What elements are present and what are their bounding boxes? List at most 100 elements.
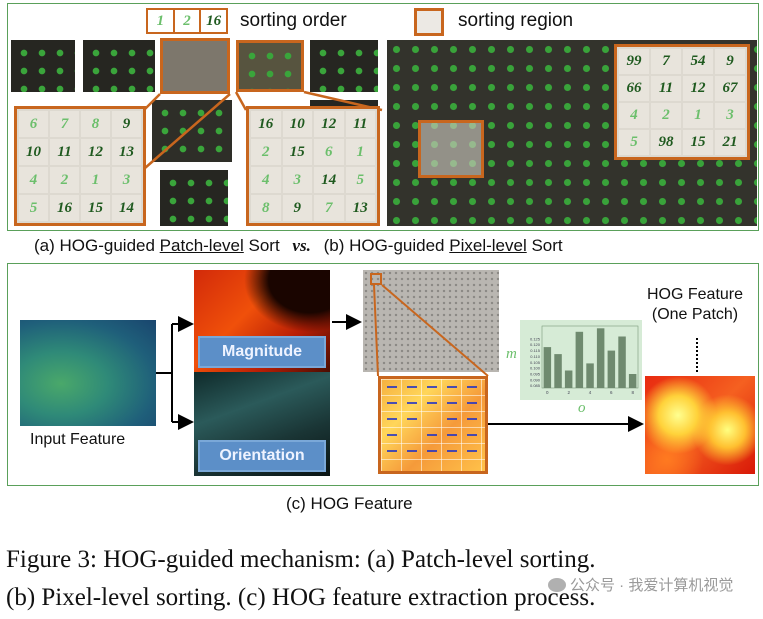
caption-a-suffix: Sort [243, 236, 280, 255]
grid-cell: 4 [619, 103, 649, 128]
grid-cell: 2 [651, 103, 681, 128]
subcaption-c: (c) HOG Feature [286, 494, 413, 513]
grid-cell: 16 [251, 111, 281, 137]
grid-cell: 4 [19, 167, 48, 193]
grid-cell: 1 [683, 103, 713, 128]
grid-cell: 3 [715, 103, 745, 128]
grid-cell: 7 [651, 49, 681, 74]
grid-cell: 8 [81, 111, 110, 137]
grid-cell: 11 [651, 76, 681, 101]
wechat-icon [548, 577, 566, 592]
legend-order-number: 16 [206, 13, 222, 29]
grid-cell: 67 [715, 76, 745, 101]
caption-a-underlined: Patch-level [159, 236, 244, 255]
grid-cell: 1 [345, 139, 375, 165]
flow-arrows [156, 314, 698, 432]
hog-cell-highlight [370, 273, 382, 285]
pixel-sorting-region [418, 120, 484, 178]
patch-tile [83, 40, 155, 92]
grid-cell: 12 [314, 111, 344, 137]
grid-cell: 5 [345, 167, 375, 193]
legend-order-box: 1 2 16 [146, 8, 228, 34]
patch-tile [160, 170, 228, 226]
legend-region-swatch [414, 8, 444, 36]
hist-axis-o: o [578, 400, 586, 416]
patch-grid-right: 16 10 12 11 2 15 6 1 4 3 14 5 8 9 7 13 [246, 106, 380, 226]
patch-tile [310, 40, 378, 92]
watermark: 公众号 · 我爱计算机视觉 [548, 574, 733, 595]
top-panel [7, 3, 759, 231]
grid-cell: 9 [112, 111, 141, 137]
hist-bar [596, 328, 605, 388]
caption-b-underlined: Pixel-level [449, 236, 527, 255]
figure-caption-line2: (b) Pixel-level sorting. (c) HOG feature… [6, 584, 596, 611]
grid-cell: 10 [282, 111, 312, 137]
legend-order-number: 2 [175, 10, 202, 32]
grid-cell: 2 [50, 167, 79, 193]
hist-xtick-label: 0 [546, 390, 549, 395]
vs-label: vs. [292, 236, 311, 255]
grid-cell: 16 [50, 195, 79, 221]
grid-cell: 6 [314, 139, 344, 165]
hist-xtick-label: 6 [610, 390, 613, 395]
hist-bar [586, 363, 594, 388]
grid-cell: 99 [619, 49, 649, 74]
hist-ytick-label: 0.090 [530, 377, 541, 382]
grid-cell: 15 [683, 130, 713, 155]
hist-xtick-label: 8 [631, 390, 634, 395]
grid-cell: 21 [715, 130, 745, 155]
hist-ytick-label: 0.120 [530, 342, 541, 347]
figure-caption-line1: Figure 3: HOG-guided mechanism: (a) Patc… [6, 546, 596, 573]
caption-b-prefix: (b) HOG-guided [323, 236, 450, 255]
hist-ytick-label: 0.095 [530, 372, 541, 377]
patch-tile [236, 40, 304, 92]
hist-xtick-label: 2 [567, 390, 570, 395]
hist-bar [554, 354, 562, 388]
hist-bar [618, 336, 626, 388]
grid-cell: 15 [81, 195, 110, 221]
grid-cell: 14 [314, 167, 344, 193]
grid-cell: 15 [282, 139, 312, 165]
hist-bar [564, 370, 573, 388]
hist-ytick-label: 0.105 [530, 360, 541, 365]
legend-region-label: sorting region [458, 10, 574, 31]
grid-cell: 8 [251, 195, 281, 221]
hist-axis-m: m [506, 346, 517, 362]
grid-cell: 10 [19, 139, 48, 165]
hist-bar [575, 331, 584, 388]
grid-cell: 13 [112, 139, 141, 165]
grid-cell: 11 [345, 111, 375, 137]
grid-cell: 4 [251, 167, 281, 193]
grid-cell: 12 [81, 139, 110, 165]
hog-feature-title-line2: (One Patch) [651, 306, 739, 323]
histogram-svg: 0.1250.1200.1150.1100.1050.1000.0950.090… [530, 325, 639, 395]
hist-ytick-label: 0.085 [530, 383, 541, 388]
grid-cell: 9 [715, 49, 745, 74]
hist-ytick-label: 0.115 [530, 348, 540, 353]
grid-cell: 54 [683, 49, 713, 74]
patch-grid-left: 6 7 8 9 10 11 12 13 4 2 1 3 5 16 15 14 [14, 106, 146, 226]
grid-cell: 5 [19, 195, 48, 221]
input-feature-label: Input Feature [30, 431, 126, 448]
grid-cell: 3 [282, 167, 312, 193]
zoom-lines-hog [373, 284, 489, 377]
hist-bar [543, 347, 552, 388]
orientation-histogram: 0.125 0.120 0.115 0.110 0.105 0.100 0.095 0.090… [520, 320, 642, 400]
legend: 1 2 16 sorting order sorting region [146, 8, 606, 36]
grid-cell: 2 [251, 139, 281, 165]
hog-feature-title-line1: HOG Feature [646, 286, 744, 303]
hist-ytick-label: 0.125 [530, 336, 541, 341]
magnitude-label: Magnitude [198, 336, 326, 368]
hog-panel [7, 263, 759, 486]
grid-cell: 1 [81, 167, 110, 193]
caption-b-suffix: Sort [526, 236, 563, 255]
hist-xtick-label: 4 [589, 390, 592, 395]
hog-feature-title: HOG Feature (One Patch) [632, 285, 758, 325]
grid-cell: 3 [112, 167, 141, 193]
grid-cell: 7 [314, 195, 344, 221]
patch-tile-highlight [160, 38, 230, 94]
orientation-heat-grid [378, 376, 488, 474]
input-feature-image [20, 320, 156, 426]
grid-cell: 6 [19, 111, 48, 137]
pixel-grid: 99 7 54 9 66 11 12 67 4 2 1 3 5 98 15 21 [614, 44, 750, 160]
